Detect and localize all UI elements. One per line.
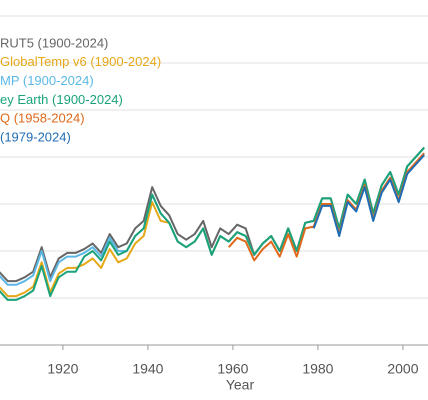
legend-label: RUT5 (1900-2024) (0, 35, 108, 50)
series-line (0, 146, 425, 286)
series-line (0, 146, 425, 301)
x-tick-label: 1960 (217, 361, 248, 377)
x-tick-label: 1940 (132, 361, 163, 377)
legend-label: Q (1958-2024) (0, 111, 85, 126)
series-line (312, 154, 425, 237)
x-tick-label: 1980 (302, 361, 333, 377)
x-axis-label: Year (226, 377, 255, 393)
x-tick-label: 1920 (47, 361, 78, 377)
legend-label: GlobalTemp v6 (1900-2024) (0, 54, 161, 69)
legend-label: (1979-2024) (0, 129, 71, 144)
x-tick-label: 2000 (387, 361, 418, 377)
series-line (0, 146, 425, 283)
legend-label: MP (1900-2024) (0, 73, 94, 88)
legend-label: ey Earth (1900-2024) (0, 92, 123, 107)
